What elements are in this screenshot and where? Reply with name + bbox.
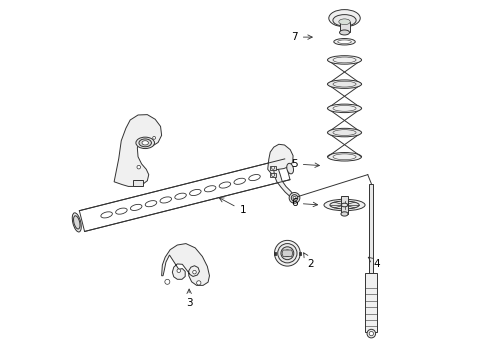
Ellipse shape xyxy=(101,212,112,218)
Text: 6: 6 xyxy=(290,198,317,208)
Ellipse shape xyxy=(327,80,361,89)
Ellipse shape xyxy=(137,165,140,169)
Ellipse shape xyxy=(160,197,171,203)
Ellipse shape xyxy=(329,201,358,209)
Ellipse shape xyxy=(233,178,245,184)
Ellipse shape xyxy=(145,201,157,207)
Polygon shape xyxy=(273,169,294,199)
Text: 5: 5 xyxy=(290,159,319,169)
Bar xyxy=(365,273,377,332)
Ellipse shape xyxy=(292,197,295,199)
Ellipse shape xyxy=(286,163,293,174)
Ellipse shape xyxy=(281,247,293,260)
Bar xyxy=(339,22,349,32)
Ellipse shape xyxy=(73,216,80,229)
Bar xyxy=(269,173,275,177)
Ellipse shape xyxy=(338,19,349,24)
Ellipse shape xyxy=(284,250,290,256)
Ellipse shape xyxy=(142,141,148,145)
Text: 3: 3 xyxy=(185,289,192,308)
Polygon shape xyxy=(114,114,162,186)
Bar xyxy=(133,180,143,186)
Ellipse shape xyxy=(333,39,354,45)
Ellipse shape xyxy=(368,332,373,336)
Ellipse shape xyxy=(219,182,230,188)
Ellipse shape xyxy=(327,104,361,113)
Ellipse shape xyxy=(332,15,355,26)
Polygon shape xyxy=(267,144,292,176)
Ellipse shape xyxy=(324,199,365,211)
Polygon shape xyxy=(282,250,292,256)
Ellipse shape xyxy=(327,56,361,64)
Ellipse shape xyxy=(327,128,361,137)
Bar xyxy=(368,184,373,332)
Ellipse shape xyxy=(291,195,297,201)
Text: 4: 4 xyxy=(367,257,379,269)
Bar xyxy=(269,166,275,170)
Ellipse shape xyxy=(341,203,347,207)
Ellipse shape xyxy=(130,204,142,211)
Ellipse shape xyxy=(152,136,155,139)
Bar xyxy=(340,196,347,214)
Polygon shape xyxy=(79,159,289,231)
Text: 2: 2 xyxy=(303,253,313,269)
Ellipse shape xyxy=(115,208,127,214)
Ellipse shape xyxy=(337,40,350,44)
Ellipse shape xyxy=(136,137,154,149)
Ellipse shape xyxy=(204,186,215,192)
Ellipse shape xyxy=(196,281,201,285)
Ellipse shape xyxy=(189,189,201,195)
Ellipse shape xyxy=(274,240,300,266)
Text: 1: 1 xyxy=(219,198,245,215)
Ellipse shape xyxy=(339,30,349,35)
Polygon shape xyxy=(162,244,209,285)
Ellipse shape xyxy=(72,213,81,232)
Ellipse shape xyxy=(366,329,375,338)
Ellipse shape xyxy=(271,174,274,176)
Ellipse shape xyxy=(340,212,347,216)
Ellipse shape xyxy=(164,279,169,284)
Ellipse shape xyxy=(288,193,299,203)
Ellipse shape xyxy=(271,166,274,169)
Ellipse shape xyxy=(277,244,296,263)
Ellipse shape xyxy=(192,270,196,274)
Text: 7: 7 xyxy=(290,32,312,42)
Ellipse shape xyxy=(328,10,360,27)
Ellipse shape xyxy=(248,175,260,181)
Ellipse shape xyxy=(174,193,186,199)
Ellipse shape xyxy=(177,269,180,273)
Ellipse shape xyxy=(139,139,151,147)
Ellipse shape xyxy=(327,153,361,161)
